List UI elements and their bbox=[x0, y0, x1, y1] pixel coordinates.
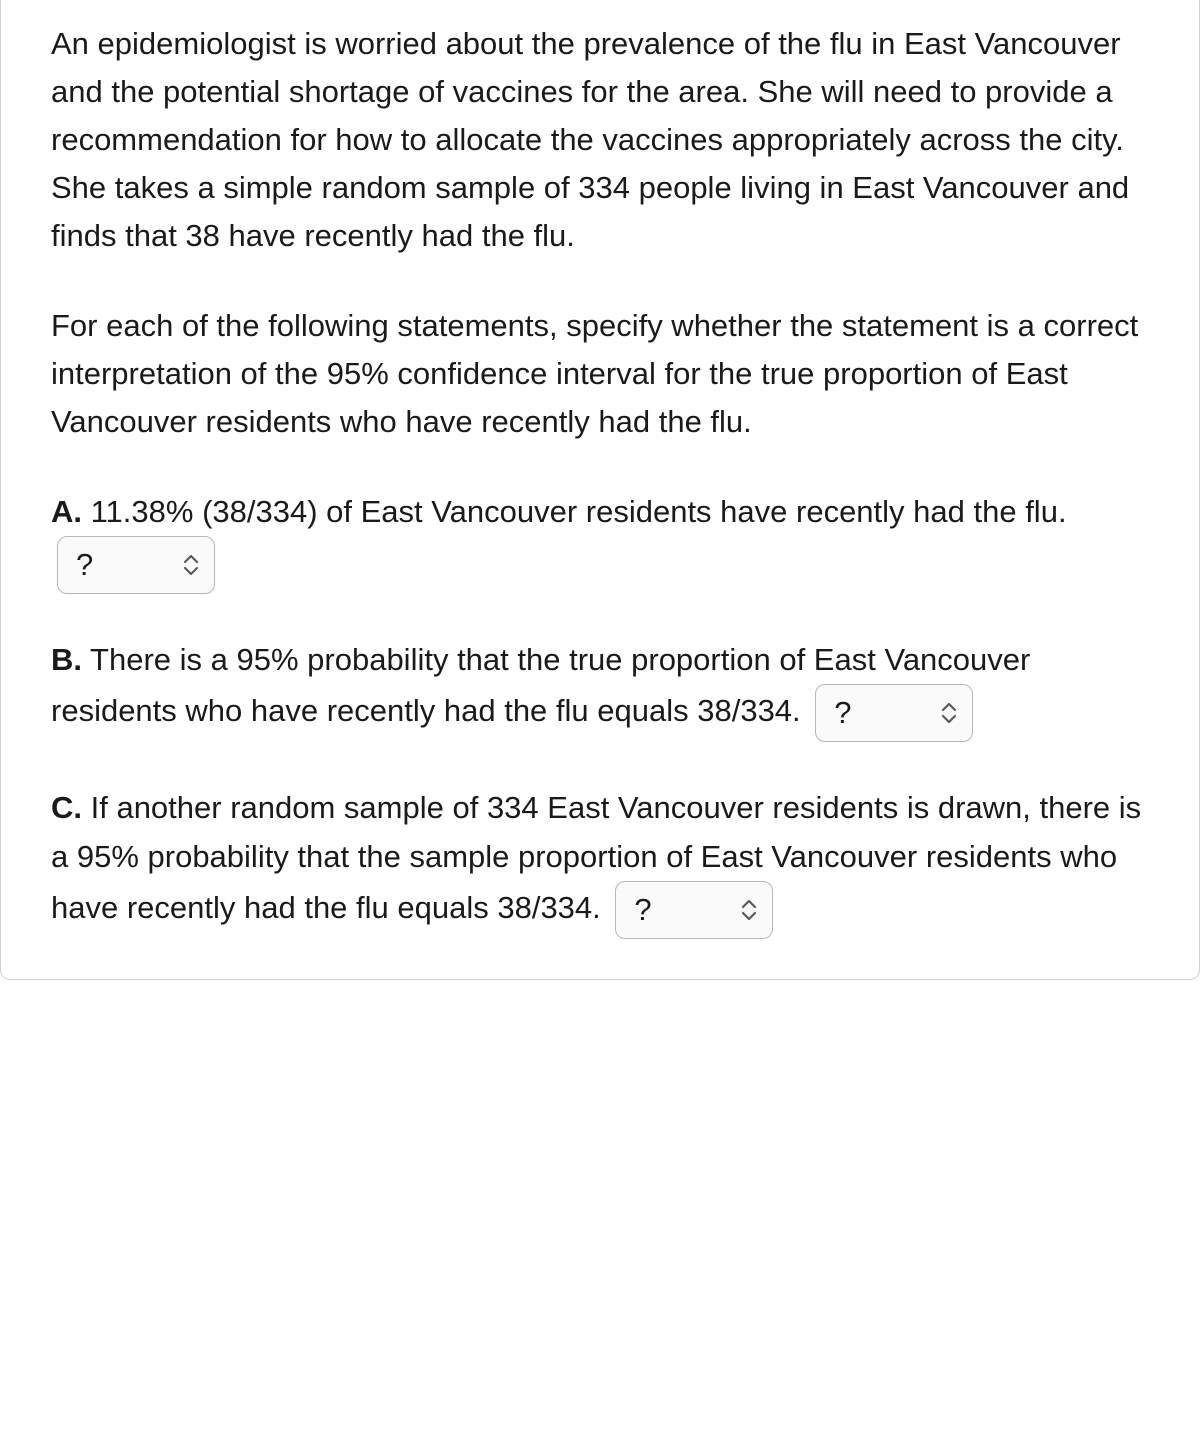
dropdown-placeholder: ? bbox=[634, 886, 651, 934]
statement-b: B. There is a 95% probability that the t… bbox=[51, 636, 1149, 742]
chevron-updown-icon bbox=[182, 554, 200, 576]
dropdown-placeholder: ? bbox=[834, 689, 851, 737]
question-card: An epidemiologist is worried about the p… bbox=[0, 0, 1200, 980]
intro-paragraph-1: An epidemiologist is worried about the p… bbox=[51, 20, 1149, 260]
statement-a-label: A. bbox=[51, 494, 82, 529]
statement-a: A. 11.38% (38/334) of East Vancouver res… bbox=[51, 488, 1149, 594]
statement-c-dropdown[interactable]: ? bbox=[615, 881, 773, 939]
statement-c-label: C. bbox=[51, 790, 82, 825]
statement-b-dropdown[interactable]: ? bbox=[815, 684, 973, 742]
statement-c-text: If another random sample of 334 East Van… bbox=[51, 790, 1141, 924]
statement-a-text: 11.38% (38/334) of East Vancouver reside… bbox=[82, 494, 1067, 529]
dropdown-placeholder: ? bbox=[76, 541, 93, 589]
statement-b-label: B. bbox=[51, 642, 82, 677]
statement-c: C. If another random sample of 334 East … bbox=[51, 784, 1149, 938]
intro-paragraph-2: For each of the following statements, sp… bbox=[51, 302, 1149, 446]
chevron-updown-icon bbox=[940, 702, 958, 724]
chevron-updown-icon bbox=[740, 899, 758, 921]
statement-a-dropdown[interactable]: ? bbox=[57, 536, 215, 594]
